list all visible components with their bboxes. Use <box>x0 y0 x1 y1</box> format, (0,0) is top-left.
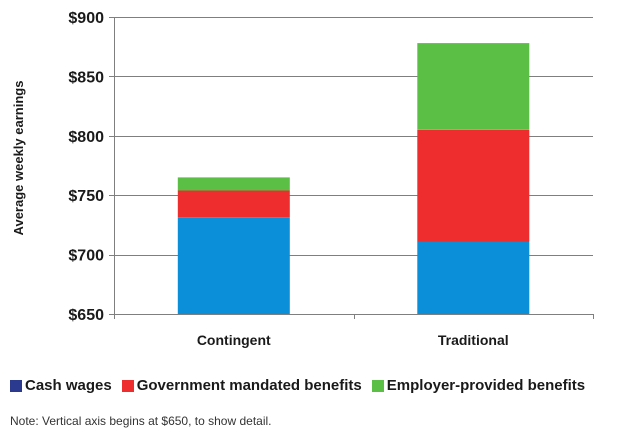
legend-label-government-mandated-benefits: Government mandated benefits <box>136 377 362 394</box>
bars <box>177 43 530 314</box>
legend-label-employer-provided-benefits: Employer-provided benefits <box>386 377 586 394</box>
legend-swatch-government-mandated-benefits <box>121 379 134 392</box>
bar-traditional-cash-wages <box>417 241 530 314</box>
y-tick-label-650: $650 <box>68 307 104 324</box>
y-tick-label-750: $750 <box>68 188 104 205</box>
legend-item-employer-provided-benefits: Employer-provided benefits <box>371 377 586 394</box>
legend-item-cash-wages: Cash wages <box>10 377 112 394</box>
bar-contingent-government-mandated-benefits <box>177 190 290 218</box>
legend-label-cash-wages: Cash wages <box>25 377 112 394</box>
x-tick-label-contingent: Contingent <box>197 332 271 348</box>
legend-item-government-mandated-benefits: Government mandated benefits <box>121 377 362 394</box>
bar-traditional-employer-provided-benefits <box>417 43 530 130</box>
legend-swatch-employer-provided-benefits <box>371 379 384 392</box>
legend: Cash wages Government mandated benefits … <box>10 377 585 394</box>
x-tick-label-traditional: Traditional <box>438 332 509 348</box>
bar-traditional-government-mandated-benefits <box>417 129 530 242</box>
y-tick-label-900: $900 <box>68 10 104 27</box>
bar-contingent-cash-wages <box>177 217 290 314</box>
bar-contingent-employer-provided-benefits <box>177 177 290 191</box>
y-tick-label-850: $850 <box>68 69 104 86</box>
footnote: Note: Vertical axis begins at $650, to s… <box>10 414 272 428</box>
y-tick-labels: $650 $700 $750 $800 $850 $900 <box>68 10 104 324</box>
stacked-bar-chart: $650 $700 $750 $800 $850 $900 Contingent Tradi… <box>11 10 594 348</box>
y-tick-label-700: $700 <box>68 248 104 265</box>
axes <box>109 17 594 319</box>
y-axis-label: Average weekly earnings <box>11 81 26 236</box>
y-tick-label-800: $800 <box>68 129 104 146</box>
x-tick-labels: Contingent Traditional <box>197 332 509 348</box>
legend-swatch-cash-wages <box>10 379 22 392</box>
